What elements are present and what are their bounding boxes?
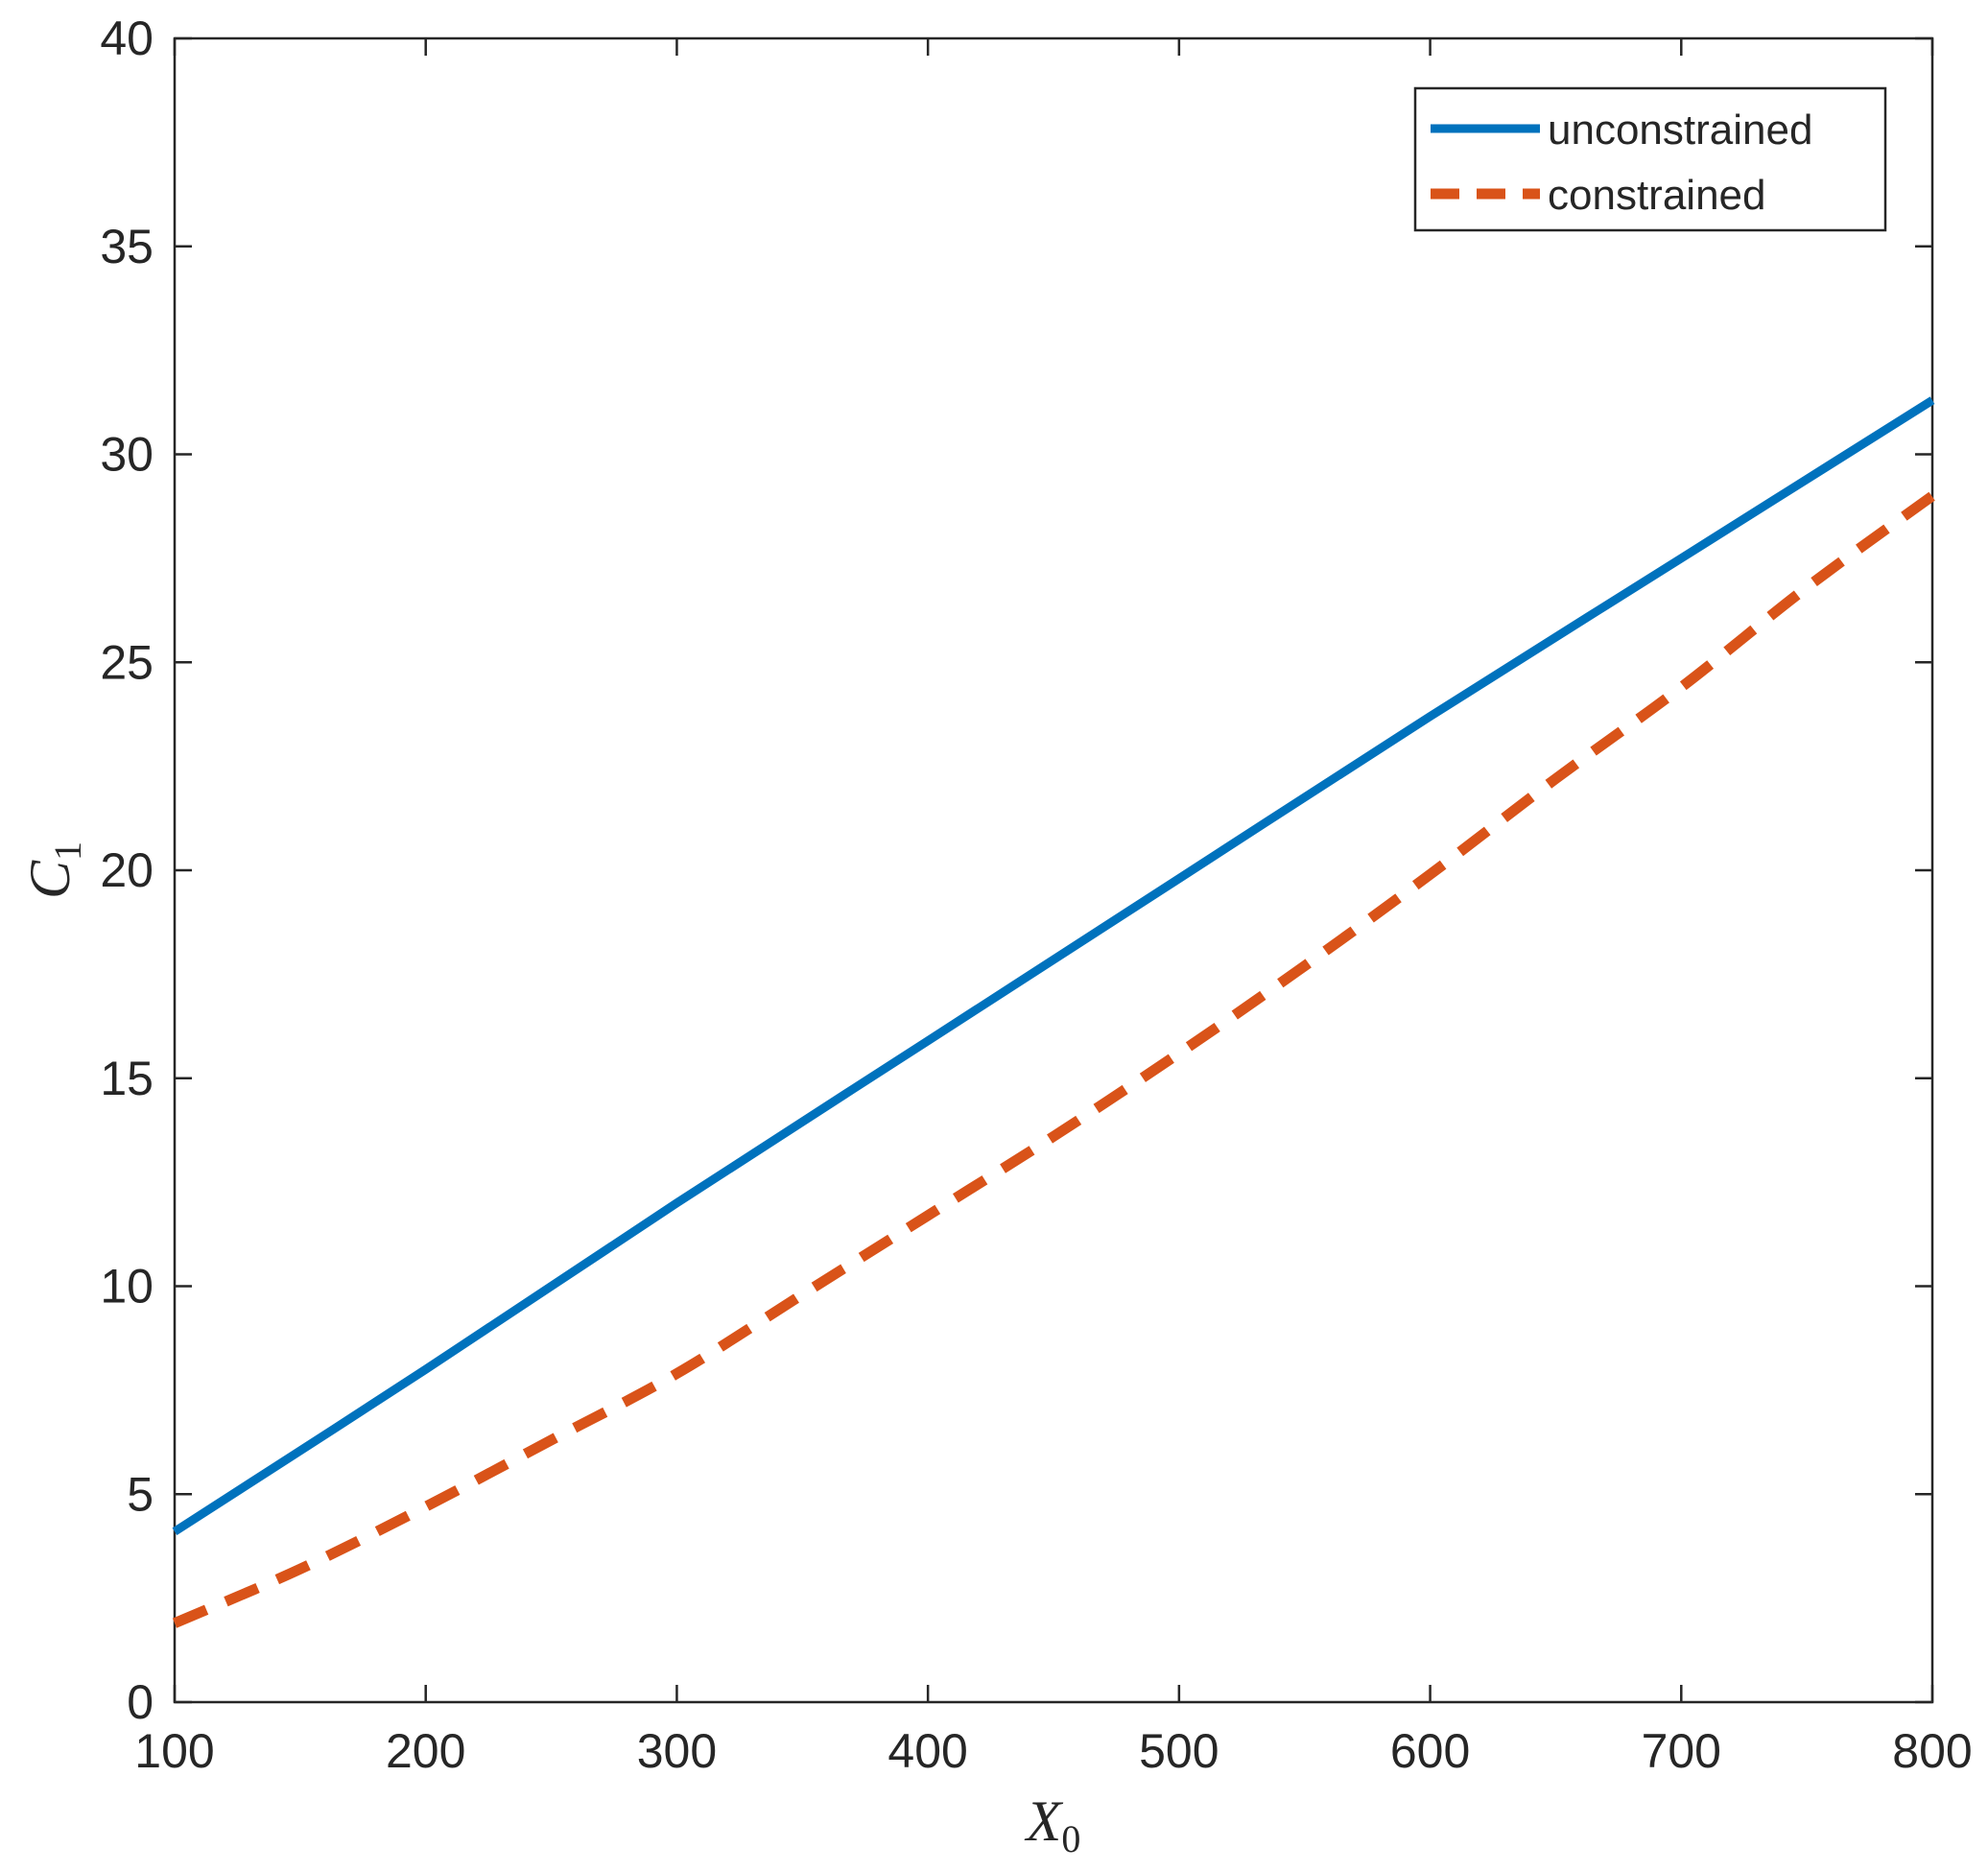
y-tick-label: 30 (100, 428, 154, 482)
y-tick-label: 20 (100, 843, 154, 897)
x-tick-label: 600 (1390, 1724, 1470, 1778)
x-axis-label: X0 (1025, 1789, 1081, 1860)
x-tick-label: 400 (888, 1724, 967, 1778)
x-axis-label-subscript: 0 (1061, 1817, 1080, 1860)
y-tick-label: 40 (100, 12, 154, 65)
y-axis-label-subscript: 1 (46, 841, 89, 861)
y-tick-label: 10 (100, 1260, 154, 1314)
y-axis-label: C1 (18, 841, 89, 899)
legend: unconstrained constrained (1413, 86, 1887, 232)
y-tick-label: 25 (100, 635, 154, 689)
axes: 100 200 300 400 500 600 700 8000510152025303540… (18, 12, 1973, 1860)
y-tick-label: 35 (100, 220, 154, 273)
y-tick-label: 0 (127, 1675, 154, 1729)
x-tick-label: 100 (134, 1724, 214, 1778)
x-tick-label: 700 (1642, 1724, 1721, 1778)
x-tick-label: 300 (637, 1724, 717, 1778)
x-tick-label: 800 (1892, 1724, 1972, 1778)
plot-frame (173, 36, 1934, 1704)
x-tick-label: 500 (1139, 1724, 1219, 1778)
legend-box (1413, 86, 1887, 232)
legend-label-unconstrained: unconstrained (1548, 107, 1812, 154)
y-tick-label: 5 (127, 1467, 154, 1521)
series-layer (172, 396, 1936, 1628)
x-tick-label: 200 (386, 1724, 465, 1778)
series-line-constrained (172, 491, 1936, 1628)
y-tick-label: 15 (100, 1052, 154, 1105)
legend-label-constrained: constrained (1548, 172, 1765, 219)
series-line-unconstrained (172, 396, 1935, 1536)
